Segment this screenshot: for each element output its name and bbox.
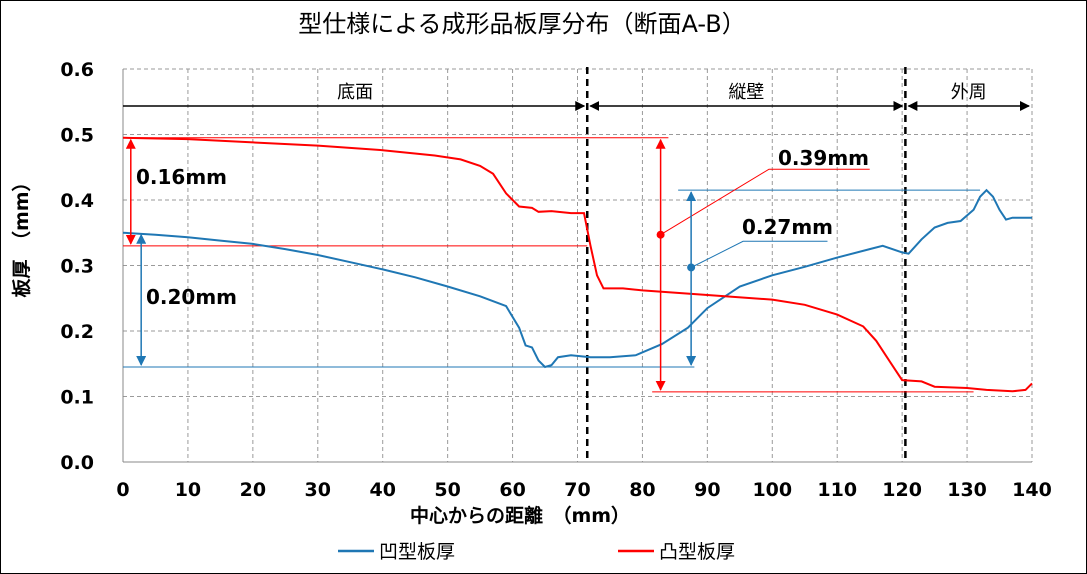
y-tick-label: 0.2 [60, 321, 94, 343]
x-tick-label: 130 [947, 479, 987, 501]
annotation-label: 0.16mm [136, 165, 227, 189]
series-line [122, 188, 1032, 369]
x-tick-label: 40 [369, 479, 395, 501]
x-axis-label: 中心からの距離 （mm） [410, 504, 630, 527]
legend-label: 凸型板厚 [659, 541, 735, 563]
annotation-marker [656, 230, 665, 239]
x-tick-label: 60 [499, 479, 525, 501]
annotation-leader [690, 240, 828, 268]
chart-title: 型仕様による成形品板厚分布（断面A-B） [298, 10, 745, 38]
y-tick-label: 0.5 [60, 125, 94, 147]
y-tick-label: 0.1 [60, 387, 94, 409]
x-tick-label: 110 [817, 479, 857, 501]
x-tick-label: 90 [694, 479, 720, 501]
x-tick-label: 80 [629, 479, 655, 501]
y-tick-label: 0.6 [60, 59, 94, 81]
x-tick-label: 10 [175, 479, 201, 501]
x-tick-label: 120 [882, 479, 922, 501]
y-tick-label: 0.4 [60, 190, 94, 212]
x-tick-label: 70 [564, 479, 590, 501]
legend-label: 凹型板厚 [379, 541, 455, 563]
y-axis-label: 板厚 （mm） [10, 172, 33, 297]
annotation-leader [660, 168, 870, 236]
legend: 凹型板厚 凸型板厚 [338, 541, 735, 563]
series-line [122, 136, 1033, 393]
y-tick-label: 0.0 [60, 452, 94, 474]
x-tick-label: 50 [434, 479, 460, 501]
x-tick-label: 140 [1012, 479, 1052, 501]
annotation-label: 0.39mm [778, 146, 869, 170]
x-tick-label: 0 [116, 479, 129, 501]
y-tick-label: 0.3 [60, 256, 94, 278]
region-label: 外周 [951, 82, 987, 103]
annotation-label: 0.20mm [146, 285, 237, 309]
region-label: 底面 [337, 82, 373, 103]
x-tick-label: 100 [752, 479, 792, 501]
region-label: 縦壁 [728, 82, 764, 103]
annotation-label: 0.27mm [742, 215, 833, 239]
x-tick-label: 20 [240, 479, 266, 501]
x-tick-label: 30 [305, 479, 331, 501]
plot-area: 0 10 20 30 40 50 60 70 80 90 100 110 120 130 140 0.0 0.1… [60, 59, 1052, 501]
